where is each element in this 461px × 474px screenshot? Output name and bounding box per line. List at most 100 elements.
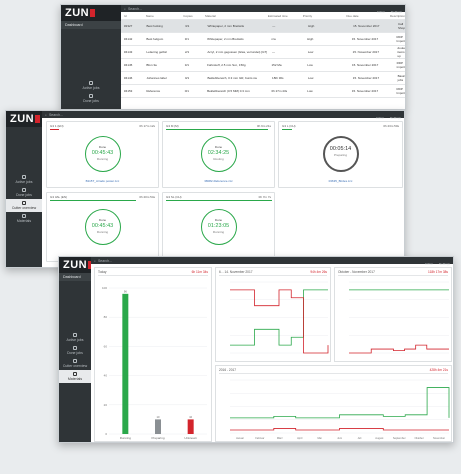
cutter-card[interactable]: G3 3AL (EN) 0h 20m 54s Done 00:45:43 Runn… [46, 192, 159, 262]
progress-ring: Done 02:34:25 Routing [200, 136, 237, 172]
table-cell: #4153 [124, 89, 133, 93]
sidebar: ZUN Dashboard Active jobs Done jobs [61, 5, 121, 109]
series-line [349, 344, 449, 354]
sidebar-item-cutter-overview[interactable]: Cutter overview [59, 357, 91, 370]
x-tick-label: Februar [255, 436, 264, 440]
sidebar-item-materials[interactable]: Materials [6, 212, 42, 225]
cutter-id: G3 SL (CH) [166, 195, 182, 199]
table-row[interactable]: #4146 Johannes label 0/1 Beklebbereich, 0.3… [121, 72, 405, 85]
table-cell: 15. November 2017 [353, 24, 380, 28]
panel-time: 428h 4m 21s [429, 368, 448, 372]
table-cell: 0h 27m 43s [271, 89, 288, 93]
table-cell: 18th 30s [272, 76, 284, 80]
table-row[interactable]: #4142 Best fudgum 3/1 Whitepaper, 2 mm Brei… [121, 33, 405, 46]
table-cell: 15. November 2017 [351, 37, 379, 41]
table-cell: Bfon 3a [146, 63, 157, 67]
chart-months [349, 281, 449, 354]
jobs-icon [89, 81, 93, 85]
chart-week [230, 281, 329, 354]
job-file-link[interactable]: B115T_Arrado poster.zcc [85, 179, 120, 183]
x-tick-label: März [277, 436, 283, 440]
table-cell: 3/1 [184, 37, 189, 41]
progress-bar [166, 129, 268, 131]
sidebar-item-active-jobs[interactable]: Active jobs [61, 79, 121, 92]
series-line [230, 289, 329, 354]
table-cell: Lettering gelfoil [146, 50, 167, 54]
table-cell: High [307, 37, 314, 41]
table-cell: doute items up [397, 46, 405, 58]
search-box[interactable]: ⌕ Search... [94, 258, 112, 263]
panel-title: 2016 - 2017 [219, 368, 237, 372]
x-tick-label: September [393, 436, 406, 440]
cutter-card[interactable]: G3 SL (CH) 0h 7m 7s Done 01:23:05 Running [162, 192, 275, 262]
table-cell: 0/1 [185, 76, 190, 80]
panel-title: Oktober - November 2017 [338, 270, 375, 274]
table-cell: Whitepaper, 2 mm Breitwits [207, 24, 245, 28]
y-tick-label: 80 [104, 315, 108, 319]
elapsed-time: 02:34:25 [207, 150, 230, 156]
check-icon [22, 188, 26, 192]
sidebar-dashboard[interactable]: Dashboard [59, 273, 91, 281]
search-box[interactable]: ⌕ Search... [45, 112, 63, 117]
cutter-card[interactable]: G3 1 (EN) 0h 17m 12s Done 00:45:43 Runnin… [46, 121, 159, 188]
search-icon: ⌕ [94, 258, 96, 263]
cutter-card[interactable]: G3 M (M) 0h 9m 21s Done 02:34:25 Routing … [162, 121, 275, 188]
progress-bar [50, 129, 59, 131]
job-file-link[interactable]: 38082-Reference.zcc [204, 179, 233, 183]
action-button[interactable]: Action [424, 261, 434, 266]
table-cell: Basic jobs [397, 74, 405, 82]
table-cell: Beklebbereich, 0.3 mm GR, bunts sw [207, 76, 257, 80]
series-line [230, 289, 328, 346]
elapsed-time: 01:23:05 [207, 223, 230, 229]
sidebar-item-done-jobs[interactable]: Done jobs [61, 92, 121, 105]
sidebar-item-active-jobs[interactable]: Active jobs [6, 173, 42, 186]
sidebar-item-active-jobs[interactable]: Active jobs [59, 331, 91, 344]
materials-icon [73, 372, 77, 376]
settings-button[interactable]: Settings [390, 115, 401, 120]
action-button[interactable]: Action [376, 9, 386, 14]
panel-time: 118h 17m 38s [428, 270, 448, 274]
table-cell: Call Shop [398, 22, 406, 30]
cutter-card[interactable]: G3 L (CH) 0h 23m 50s 00:05:14 Preparing 0… [278, 121, 403, 188]
table-cell: 15. November 2017 [351, 63, 379, 67]
progress-ring: Done 01:23:05 Running [200, 209, 237, 245]
cutter-time: 0h 9m 21s [256, 124, 271, 128]
table-cell: 3/1 [185, 24, 190, 28]
panel-title: Today [98, 270, 107, 274]
settings-button[interactable]: Settings [439, 261, 450, 266]
table-row[interactable]: #4145 Bfon 3a 3/1 Fahnstoff, 2.5 mm Sol., 1… [121, 59, 405, 72]
progress-ring: Done 00:45:43 Running [84, 136, 121, 172]
table-cell: Fahnstoff, 2.5 mm Sol., 150g [207, 63, 246, 67]
table-row[interactable]: #4153 Reference 0/1 Beklebbereich (0.5 MM) … [121, 85, 405, 98]
sidebar-item-materials[interactable]: Materials [59, 370, 91, 383]
table-row[interactable]: #2327 Best fucking 3/1 Whitepaper, 2 mm Bre… [121, 20, 405, 33]
progress-bar [166, 200, 272, 202]
data-label: 10 [189, 415, 192, 419]
topbar: ⌕ Search... Action Settings [91, 257, 453, 266]
job-file-link[interactable]: 03635_Birdes.zcc [328, 179, 353, 183]
sidebar-dashboard[interactable]: Dashboard [61, 21, 121, 29]
cutter-time: 0h 7m 7s [258, 195, 271, 199]
panel-today: Today 6h 11m 34s 0 20 40 60 80 100 96 Running 10 P… [94, 267, 212, 442]
data-label: 96 [124, 289, 127, 293]
table-row[interactable]: #4143 Lettering gelfoil 2/1 Acryl, 2 mm geg… [121, 46, 405, 59]
search-box[interactable]: ⌕ Search... [124, 6, 142, 11]
panel-time: 94h 4m 26s [310, 270, 327, 274]
cutter-id: G3 1 (EN) [50, 124, 64, 128]
table-cell: #4143 [124, 50, 133, 54]
cutter-status: Running [96, 230, 109, 234]
action-button[interactable]: Action [375, 115, 385, 120]
table-header: Id Name Copies Material Estimated time Priori… [121, 13, 405, 20]
table-cell: Whitepaper, 2 mm Breitwits [207, 37, 244, 41]
table-cell: #4145 [124, 63, 133, 67]
sidebar-item-done-jobs[interactable]: Done jobs [6, 186, 42, 199]
table-cell: Best fucking [146, 24, 163, 28]
table-cell: RDP Import [396, 35, 406, 43]
table-cell: Low [307, 63, 313, 67]
cutter-icon [22, 201, 26, 205]
sidebar-item-cutter-overview[interactable]: Cutter overview [6, 199, 42, 212]
sidebar-item-done-jobs[interactable]: Done jobs [59, 344, 91, 357]
x-tick-label: Running [120, 436, 132, 440]
settings-button[interactable]: Settings [391, 9, 402, 14]
cutter-id: G3 M (M) [166, 124, 179, 128]
